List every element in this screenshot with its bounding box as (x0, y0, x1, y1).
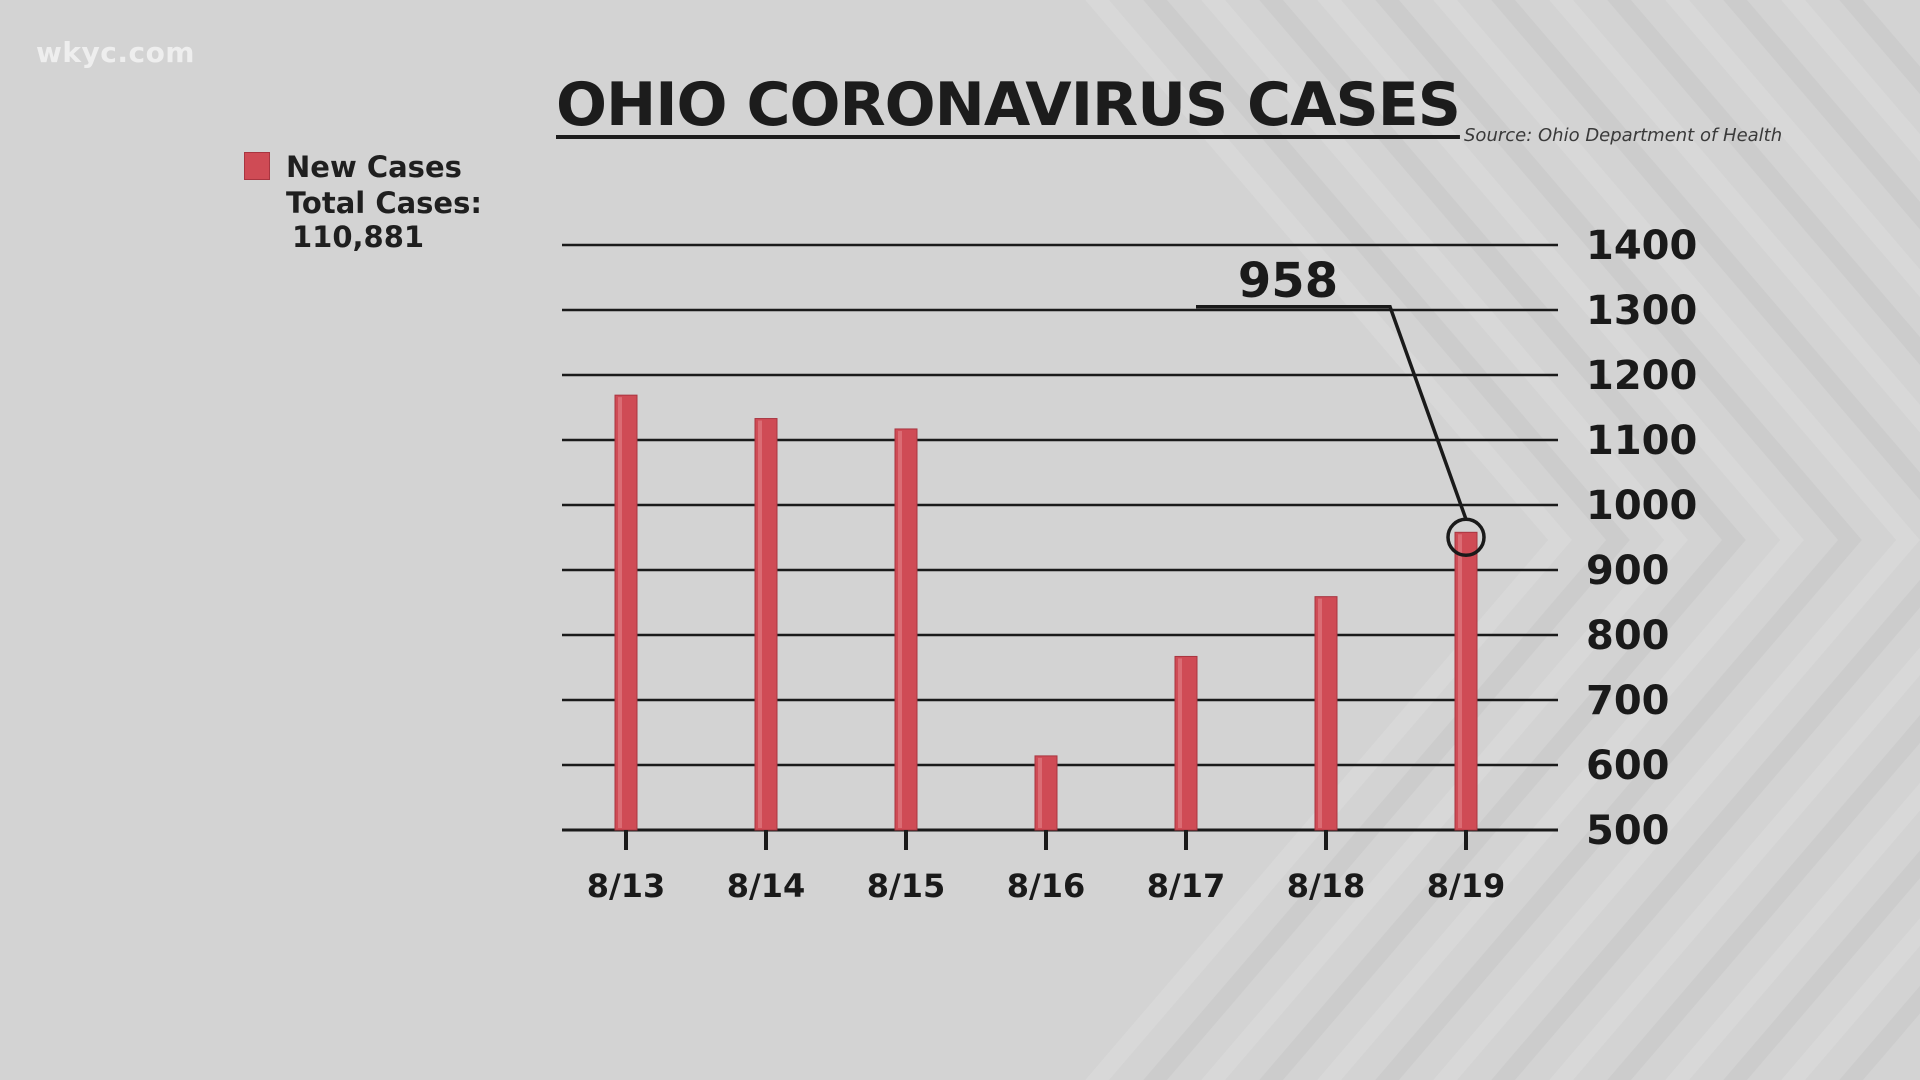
bar-highlight (1178, 658, 1182, 828)
y-tick-label: 600 (1586, 743, 1670, 789)
total-cases-label: Total Cases: (286, 186, 482, 220)
y-tick-label: 800 (1586, 613, 1670, 659)
chevron-stripe (1665, 0, 1920, 1080)
chevron-stripe (1317, 0, 1804, 1080)
x-tick-label: 8/16 (1007, 867, 1085, 905)
bar-highlight (1038, 757, 1042, 828)
chevron-stripe (1259, 0, 1746, 1080)
chevron-stripe (1375, 0, 1862, 1080)
chevron-stripe (1723, 0, 1920, 1080)
total-cases-value: 110,881 (292, 220, 425, 254)
y-tick-label: 1000 (1586, 483, 1697, 529)
legend-label: New Cases (286, 150, 462, 184)
x-tick-label: 8/15 (867, 867, 945, 905)
bar-highlight (898, 430, 902, 828)
chevron-stripe (1143, 0, 1630, 1080)
y-tick-label: 1200 (1586, 353, 1697, 399)
source-note: Source: Ohio Department of Health (1464, 125, 1783, 146)
bar-highlight (618, 397, 622, 828)
station-watermark: wkyc.com (36, 36, 195, 69)
chevron-stripe (1549, 0, 1920, 1080)
y-tick-label: 1300 (1586, 288, 1697, 334)
x-tick-label: 8/14 (727, 867, 805, 905)
bar-highlight (758, 420, 762, 828)
callout-leader-line (1196, 305, 1468, 520)
chevron-stripe (1433, 0, 1920, 1080)
y-tick-label: 700 (1586, 678, 1670, 724)
chart-title: OHIO CORONAVIRUS CASES (556, 70, 1461, 140)
y-tick-label: 900 (1586, 548, 1670, 594)
chevron-stripe (1491, 0, 1920, 1080)
chevron-stripe (1085, 0, 1572, 1080)
legend-swatch (244, 152, 270, 180)
y-tick-label: 500 (1586, 808, 1670, 854)
chevron-stripe (1201, 0, 1688, 1080)
bar-highlight (1318, 598, 1322, 828)
y-tick-label: 1400 (1586, 223, 1697, 269)
x-tick-label: 8/19 (1427, 867, 1505, 905)
bar-highlight (1458, 534, 1462, 828)
x-tick-label: 8/18 (1287, 867, 1365, 905)
chevron-stripe (1607, 0, 1920, 1080)
callout-value: 958 (1238, 253, 1338, 309)
y-tick-label: 1100 (1586, 418, 1697, 464)
x-tick-label: 8/13 (587, 867, 665, 905)
x-tick-label: 8/17 (1147, 867, 1225, 905)
